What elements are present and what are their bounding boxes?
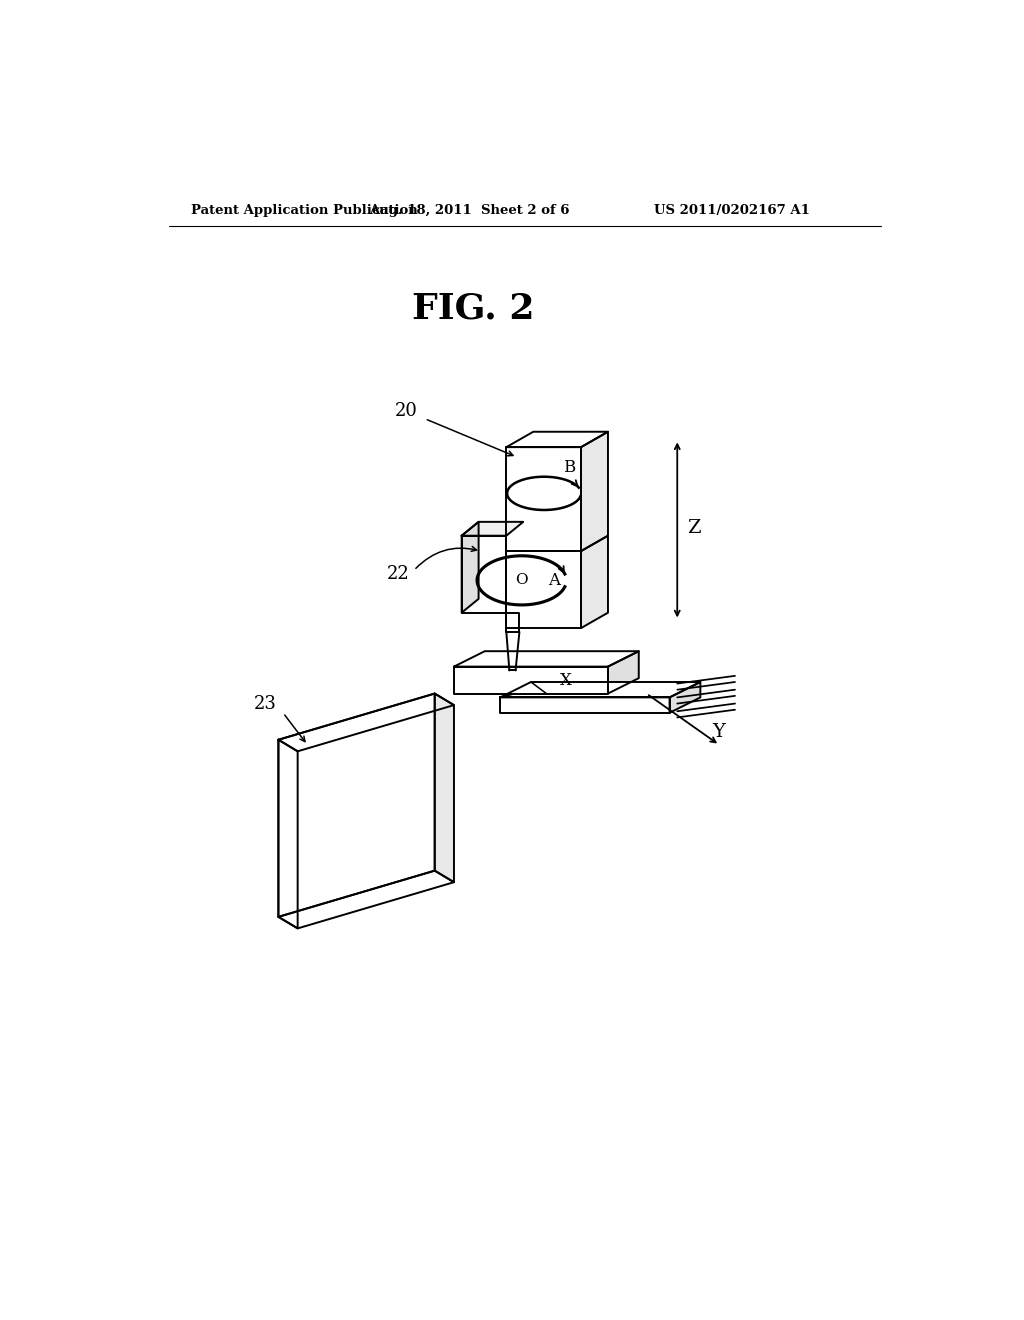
Text: B: B	[563, 459, 575, 477]
Polygon shape	[506, 447, 581, 552]
Polygon shape	[462, 521, 478, 612]
Polygon shape	[462, 536, 506, 612]
Polygon shape	[506, 552, 581, 628]
Polygon shape	[608, 651, 639, 693]
Polygon shape	[506, 612, 519, 632]
Text: A: A	[548, 572, 560, 589]
Text: Patent Application Publication: Patent Application Publication	[190, 205, 418, 218]
Polygon shape	[500, 682, 700, 697]
Polygon shape	[506, 432, 608, 447]
Polygon shape	[454, 667, 608, 693]
Polygon shape	[279, 693, 435, 917]
Text: O: O	[515, 573, 528, 587]
Text: Y: Y	[712, 723, 725, 741]
Polygon shape	[462, 521, 523, 536]
Text: 23: 23	[254, 694, 276, 713]
Polygon shape	[279, 693, 454, 751]
Polygon shape	[435, 693, 454, 882]
Text: Z: Z	[687, 519, 701, 537]
Text: X: X	[560, 672, 571, 689]
Text: 20: 20	[395, 403, 418, 420]
Text: FIG. 2: FIG. 2	[412, 292, 535, 326]
Polygon shape	[454, 651, 639, 667]
Polygon shape	[581, 432, 608, 552]
Polygon shape	[670, 682, 700, 713]
Polygon shape	[279, 871, 454, 928]
Polygon shape	[279, 739, 298, 928]
Polygon shape	[500, 697, 670, 713]
Text: 22: 22	[387, 565, 410, 583]
Text: Aug. 18, 2011  Sheet 2 of 6: Aug. 18, 2011 Sheet 2 of 6	[369, 205, 569, 218]
Polygon shape	[581, 536, 608, 628]
Text: US 2011/0202167 A1: US 2011/0202167 A1	[654, 205, 810, 218]
